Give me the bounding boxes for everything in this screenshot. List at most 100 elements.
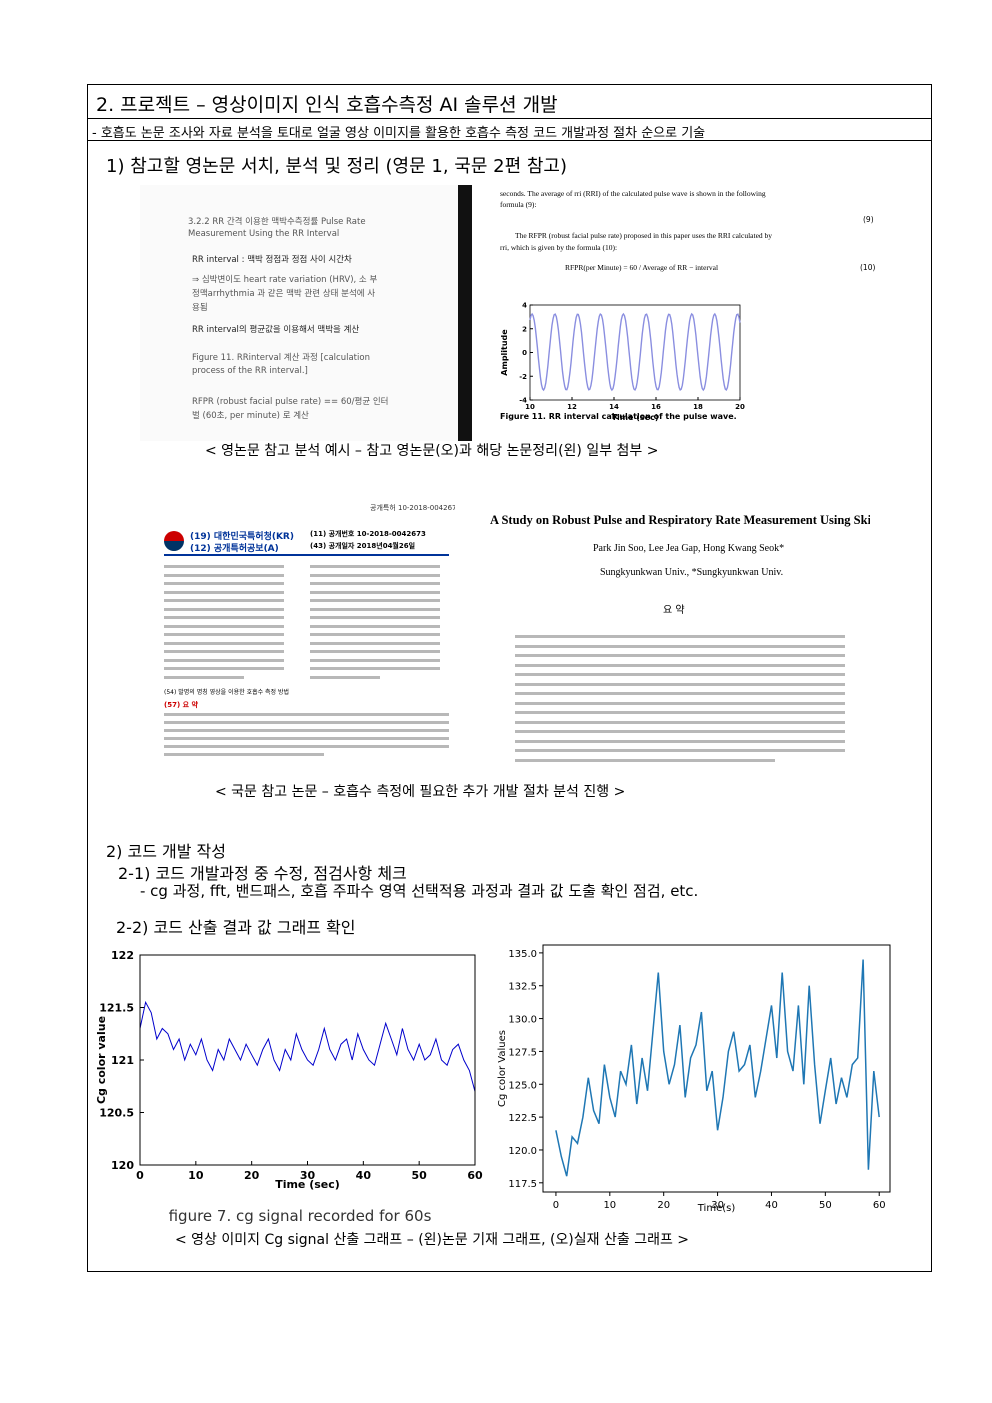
heading: 2) 코드 개발 작성 — [106, 842, 226, 861]
equation-number: (10) — [860, 263, 876, 272]
mini-plot: 10 12 14 16 18 20 -4 -2 0 2 4 Time (sec) Amplitude — [500, 302, 745, 423]
body-text — [310, 565, 440, 568]
patent-office: (19) 대한민국특허청(KR) — [190, 532, 294, 542]
body-text — [515, 682, 845, 686]
y-axis-label: Cg color Values — [497, 1030, 508, 1107]
subheading: 2-2) 코드 산출 결과 값 그래프 확인 — [116, 918, 356, 937]
x-tick-label: 40 — [356, 1169, 372, 1182]
body-text — [164, 713, 449, 716]
body-text — [515, 663, 845, 667]
x-axis-label: Time (sec) — [275, 1178, 340, 1191]
note-line: Figure 11. RRinterval 계산 과정 [calculation — [192, 353, 370, 363]
y-tick-label: 121 — [111, 1054, 134, 1067]
pulse-wave — [529, 312, 741, 392]
x-tick-label: 50 — [412, 1169, 428, 1182]
body-text — [164, 737, 449, 740]
paper-authors: Park Jin Soo, Lee Jea Gap, Hong Kwang Se… — [593, 543, 785, 554]
patent-number: (11) 공개번호 10-2018-0042673 — [310, 530, 426, 538]
note-line: Measurement Using the RR Interval — [188, 229, 340, 239]
axes-frame — [139, 954, 476, 1166]
x-axis-label: Time (sec) — [612, 413, 659, 422]
body-text — [515, 758, 775, 762]
x-tick-label: 12 — [567, 403, 577, 411]
signal-line — [555, 959, 880, 1177]
note-line: ⇒ 심박변이도 heart rate variation (HRV), 소 부 — [192, 275, 378, 285]
body-text — [164, 753, 324, 756]
body-text — [164, 624, 284, 628]
y-tick-label: 135.0 — [508, 949, 537, 960]
body-text — [310, 590, 440, 594]
body-text — [515, 711, 845, 714]
body-text — [164, 599, 284, 602]
body-text — [164, 721, 449, 724]
subheading: 2-1) 코드 개발과정 중 수정, 점검사항 체크 — [118, 864, 407, 883]
note-line: 3.2.2 RR 간격 이용한 맥박수측정률 Pulse Rate — [188, 217, 366, 227]
figure-caption: figure 7. cg signal recorded for 60s — [169, 1207, 432, 1225]
paper-image: Figure 11. RR interval calculation of th… — [495, 185, 885, 433]
body-text — [515, 654, 845, 657]
body-text — [164, 745, 449, 748]
body-text — [515, 635, 845, 638]
patent-abstract-heading: (57) 요 약 — [164, 701, 198, 709]
x-tick-label: 0 — [553, 1200, 559, 1211]
x-tick-label: 20 — [244, 1169, 260, 1182]
body-text — [164, 565, 284, 568]
note-line: RR interval의 평균값을 이용해서 맥박을 계산 — [192, 325, 360, 335]
body-text — [515, 692, 845, 695]
note-line: process of the RR interval.] — [192, 366, 308, 376]
body-text — [310, 650, 440, 653]
signal-line — [139, 1000, 476, 1092]
x-tick-label: 60 — [873, 1200, 886, 1211]
patent-kind: (12) 공개특허공보(A) — [190, 544, 279, 554]
paper-line: formula (9): — [500, 200, 537, 209]
body-text — [310, 624, 440, 628]
emblem — [164, 531, 184, 551]
equation-number: (9) — [863, 215, 874, 224]
axes-frame — [542, 944, 891, 1193]
paper-affiliation: Sungkyunkwan Univ., *Sungkyunkwan Univ. — [600, 567, 784, 578]
paper-line: The RFPR (robust facial pulse rate) prop… — [515, 231, 773, 240]
rule — [87, 118, 931, 119]
note-image: 3.2.2 RR 간격 이용한 맥박수측정률 Pulse Rate Measure… — [140, 185, 472, 441]
paper-line: rri, which is given by the formula (10): — [500, 243, 618, 252]
paper-image: A Study on Robust Pulse and Respiratory … — [485, 505, 870, 770]
body-text — [310, 675, 380, 679]
y-tick-label: 121.5 — [99, 1002, 134, 1015]
body-text — [310, 667, 440, 670]
patent-date: (43) 공개일자 2018년04월26일 — [310, 542, 416, 550]
x-tick-label: 20 — [657, 1200, 670, 1211]
heading: 1) 참고할 영논문 서치, 분석 및 정리 (영문 1, 국문 2편 참고) — [106, 156, 568, 177]
body-text — [164, 582, 284, 585]
body-text — [515, 644, 845, 648]
y-tick-label: 122 — [111, 949, 134, 962]
plot-frame — [529, 304, 741, 401]
y-tick-label: 2 — [522, 325, 527, 333]
note-line: RFPR (robust facial pulse rate) == 60/평균… — [192, 397, 389, 407]
body-text — [164, 667, 284, 670]
y-tick-label: -2 — [519, 373, 527, 381]
caption: < 영논문 참고 분석 예시 – 참고 영논문(오)과 해당 논문정리(왼) 일… — [205, 443, 659, 459]
body-text — [164, 607, 284, 611]
body-text — [310, 633, 440, 636]
y-tick-label: 127.5 — [508, 1047, 537, 1058]
rule — [87, 140, 931, 141]
body-text — [310, 582, 440, 585]
body-text — [515, 673, 845, 676]
y-axis-label: Amplitude — [500, 329, 509, 376]
note-line: 용됨 — [192, 303, 208, 313]
y-tick-label: -4 — [519, 397, 527, 405]
y-tick-label: 120 — [111, 1159, 134, 1172]
body-text — [164, 573, 284, 577]
outer-frame — [87, 84, 932, 1272]
body-text — [310, 658, 440, 662]
y-tick-label: 120.5 — [99, 1107, 134, 1120]
body-text — [310, 599, 440, 602]
body-text — [164, 658, 284, 662]
x-tick-label: 14 — [609, 403, 619, 411]
body-text — [310, 607, 440, 611]
summary: - 호흡도 논문 조사와 자료 분석을 토대로 얼굴 영상 이미지를 활용한 호… — [92, 126, 706, 141]
x-tick-label: 40 — [765, 1200, 778, 1211]
y-tick-label: 132.5 — [508, 982, 537, 993]
